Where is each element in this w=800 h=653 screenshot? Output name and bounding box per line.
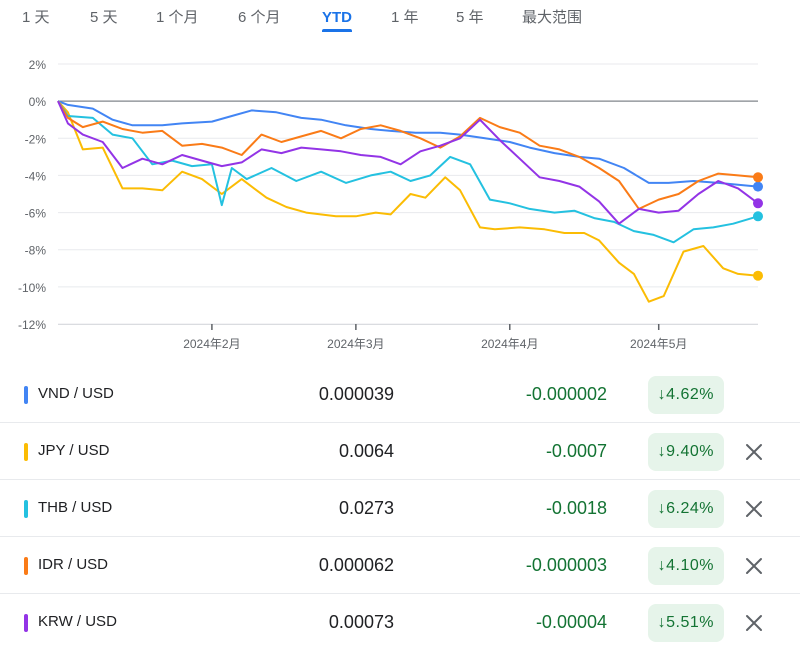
y-tick-label: -4% <box>25 169 47 183</box>
percent-change-badge: ↓9.40% <box>647 433 724 471</box>
price-value: 0.000039 <box>318 384 394 404</box>
close-icon <box>746 558 762 574</box>
down-arrow-icon: ↓ <box>657 614 667 631</box>
y-tick-label: -6% <box>25 207 47 221</box>
currency-pair: VND / USD <box>38 385 114 402</box>
series-end-point <box>753 270 763 281</box>
tab-1d[interactable]: 1 天 <box>22 9 50 26</box>
y-tick-label: -12% <box>18 318 46 332</box>
x-tick-label: 2024年2月 <box>183 337 240 351</box>
percent-value: 4.62% <box>666 386 714 403</box>
percent-change-badge: ↓5.51% <box>647 604 724 642</box>
remove-button[interactable] <box>741 439 767 465</box>
x-tick-label: 2024年3月 <box>327 337 384 351</box>
currency-pair: JPY / USD <box>38 442 110 459</box>
change-value: -0.0007 <box>545 441 607 461</box>
chart-axes: 2% 0% -2% -4% -6% -8% -10% -12% 2024年2月 2024年3月 20… <box>18 58 758 351</box>
line-chart[interactable]: 2% 0% -2% -4% -6% -8% -10% -12% 2024年2月 2024年3月 20… <box>0 44 800 364</box>
series-color-swatch <box>24 500 28 518</box>
range-tabs: 1 天 5 天 1 个月 6 个月 YTD 1 年 5 年 最大范围 <box>0 0 800 36</box>
series-line <box>57 100 759 225</box>
percent-change-badge: ↓4.62% <box>647 376 724 414</box>
tab-6m[interactable]: 6 个月 <box>238 9 281 26</box>
y-tick-label: -10% <box>18 281 46 295</box>
price-value: 0.0064 <box>338 441 394 461</box>
series-color-swatch <box>24 443 28 461</box>
chart-grid <box>58 63 758 325</box>
down-arrow-icon: ↓ <box>657 443 667 460</box>
series-line <box>57 100 759 188</box>
price-value: 0.0273 <box>338 498 394 518</box>
y-tick-label: -8% <box>25 244 47 258</box>
currency-list: VND / USD 0.000039 -0.000002 ↓4.62% JPY … <box>0 366 800 651</box>
tab-5y[interactable]: 5 年 <box>456 9 484 26</box>
down-arrow-icon: ↓ <box>657 557 667 574</box>
series-end-point <box>753 211 763 222</box>
currency-row[interactable]: VND / USD 0.000039 -0.000002 ↓4.62% <box>0 366 800 423</box>
series-color-swatch <box>24 386 28 404</box>
series-end-point <box>753 181 763 192</box>
remove-button[interactable] <box>741 553 767 579</box>
chart-series <box>57 100 763 303</box>
percent-value: 5.51% <box>666 614 714 631</box>
change-value: -0.000002 <box>525 384 607 404</box>
y-tick-label: -2% <box>25 132 47 146</box>
percent-change-badge: ↓4.10% <box>647 547 724 585</box>
series-end-point <box>753 172 763 183</box>
series-end-point <box>753 198 763 209</box>
series-line <box>57 100 759 210</box>
tab-1y[interactable]: 1 年 <box>391 9 419 26</box>
currency-pair: KRW / USD <box>38 613 117 630</box>
x-tick-label: 2024年5月 <box>630 337 687 351</box>
price-value: 0.00073 <box>328 612 394 632</box>
percent-value: 9.40% <box>666 443 714 460</box>
price-value: 0.000062 <box>318 555 394 575</box>
y-tick-label: 0% <box>29 95 47 109</box>
tab-max[interactable]: 最大范围 <box>522 9 583 26</box>
series-color-swatch <box>24 557 28 575</box>
currency-pair: IDR / USD <box>38 556 109 573</box>
close-icon <box>746 501 762 517</box>
percent-value: 4.10% <box>666 557 714 574</box>
change-value: -0.0018 <box>545 498 607 518</box>
series-line <box>57 100 759 303</box>
tab-ytd[interactable]: YTD <box>322 8 352 32</box>
tab-1m[interactable]: 1 个月 <box>156 9 199 26</box>
currency-row[interactable]: IDR / USD 0.000062 -0.000003 ↓4.10% <box>0 537 800 594</box>
x-tick-label: 2024年4月 <box>481 337 538 351</box>
change-value: -0.00004 <box>535 612 607 632</box>
tab-5d[interactable]: 5 天 <box>90 9 118 26</box>
down-arrow-icon: ↓ <box>657 500 667 517</box>
percent-value: 6.24% <box>666 500 714 517</box>
series-line <box>57 100 759 244</box>
percent-change-badge: ↓6.24% <box>647 490 724 528</box>
close-icon <box>746 444 762 460</box>
currency-row[interactable]: KRW / USD 0.00073 -0.00004 ↓5.51% <box>0 594 800 651</box>
close-icon <box>746 615 762 631</box>
change-value: -0.000003 <box>525 555 607 575</box>
remove-button[interactable] <box>741 496 767 522</box>
remove-button[interactable] <box>741 610 767 636</box>
down-arrow-icon: ↓ <box>657 386 667 403</box>
y-tick-label: 2% <box>29 58 47 72</box>
currency-row[interactable]: THB / USD 0.0273 -0.0018 ↓6.24% <box>0 480 800 537</box>
currency-pair: THB / USD <box>38 499 113 516</box>
series-color-swatch <box>24 614 28 632</box>
currency-row[interactable]: JPY / USD 0.0064 -0.0007 ↓9.40% <box>0 423 800 480</box>
